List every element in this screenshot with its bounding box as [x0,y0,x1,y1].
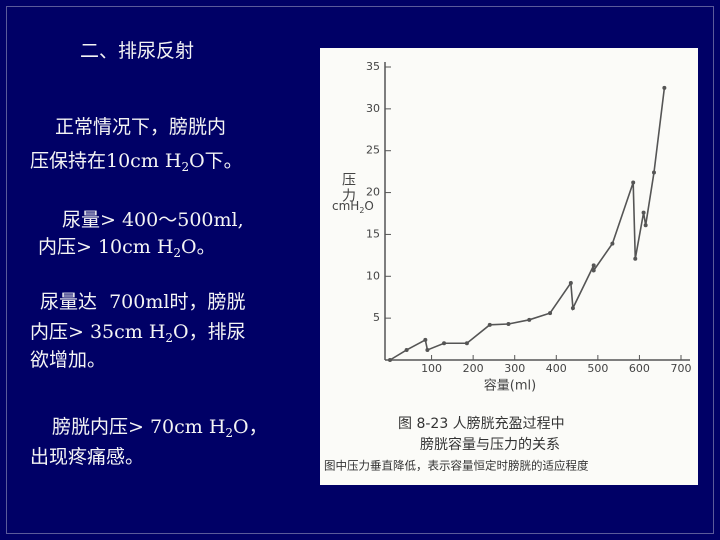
data-point [662,85,667,90]
data-point [464,341,469,346]
text: 内压> 35cm H [30,321,166,343]
x-tick-label: 500 [587,362,608,375]
slide-title: 二、排尿反射 [80,40,195,62]
text: O下。 [189,150,243,172]
x-tick-label: 200 [463,362,484,375]
caption: 图中压力垂直降低，表示容量恒定时膀胱的适应程度 [324,459,589,473]
subscript: 2 [181,160,190,174]
text: O， [233,416,268,438]
text-line: 内压> 10cm H2O。 [38,232,216,260]
data-point [568,280,573,285]
text-line: 出现疼痛感。 [30,442,144,469]
data-point [548,311,553,316]
figure-background [320,48,698,485]
data-point [527,317,532,322]
text-line: 膀胱内压> 70cm H2O， [52,412,268,440]
text: 尿量达 700ml时，膀胱 [40,291,246,313]
data-point [404,347,409,352]
text-line: 尿量达 700ml时，膀胱 [40,287,245,314]
x-tick-label: 100 [421,362,442,375]
caption: 图 8-23 人膀胱充盈过程中 [398,415,565,432]
text: 内压> 10cm H [38,236,174,258]
text-line: 尿量> 400～500ml, [62,205,244,232]
x-tick-label: 700 [671,362,692,375]
y-axis-label: 压力 [340,172,356,204]
text: 膀胱内压> 70cm H [52,416,226,438]
text: 尿量> 400～500ml, [62,209,244,231]
data-point [487,322,492,327]
text: 欲增加。 [30,349,107,371]
y-tick-label: 10 [366,269,380,282]
text: O。 [181,236,216,258]
y-tick-label: 35 [366,60,380,73]
data-point [633,256,638,261]
unit: cmH [332,199,359,213]
text: 压保持在10cm H [30,150,182,172]
y-tick-label: 20 [366,186,380,199]
x-tick-label: 400 [546,362,567,375]
data-point [610,241,615,246]
subscript: 2 [173,246,182,260]
data-point [423,337,428,342]
data-point [591,263,596,268]
x-axis-label: 容量(ml) [484,378,536,394]
text-line: 欲增加。 [30,345,106,372]
data-point [388,358,392,362]
x-tick-label: 300 [504,362,525,375]
data-point [643,223,648,228]
data-point [506,322,511,327]
y-tick-label: 15 [366,227,380,240]
text-line: 正常情况下，膀胱内 [55,112,226,139]
data-point [651,170,656,175]
caption: 膀胱容量与压力的关系 [420,436,560,453]
y-tick-label: 30 [366,102,380,115]
y-tick-label: 5 [373,311,380,324]
y-axis-unit: cmH2O [332,199,374,215]
x-tick-label: 600 [629,362,650,375]
data-point [631,180,636,185]
subscript: 2 [165,331,174,345]
data-point [570,306,575,311]
text: 出现疼痛感。 [30,446,145,468]
data-point [425,347,430,352]
unit-subscript: 2 [359,206,364,215]
y-tick-label: 25 [366,144,380,157]
text-line: 压保持在10cm H2O下。 [30,146,243,174]
unit: O [364,199,373,213]
data-point [591,268,596,273]
subscript: 2 [225,426,234,440]
text: 正常情况下，膀胱内 [55,116,227,138]
text-line: 内压> 35cm H2O，排尿 [30,317,246,345]
data-point [641,210,646,215]
data-point [442,341,447,346]
slide-frame [6,6,714,534]
text: O，排尿 [173,321,246,343]
